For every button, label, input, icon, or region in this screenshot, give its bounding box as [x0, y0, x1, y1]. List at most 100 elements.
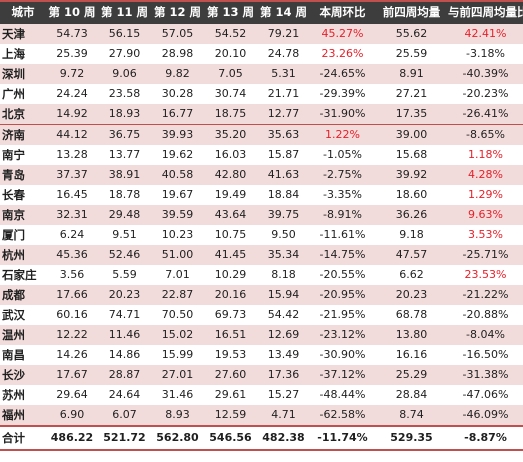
- column-header: 第 14 周: [257, 0, 310, 24]
- value-cell: 39.00: [375, 124, 448, 145]
- value-cell: 6.90: [46, 405, 98, 426]
- value-cell: 15.68: [375, 145, 448, 165]
- value-cell: 35.34: [257, 245, 310, 265]
- value-cell: 29.48: [98, 205, 151, 225]
- value-cell: 10.23: [151, 225, 204, 245]
- total-row: 合计 486.22 521.72 562.80 546.56 482.38 -11.74% 5…: [0, 425, 523, 451]
- value-cell: 37.37: [46, 165, 98, 185]
- city-cell: 苏州: [0, 385, 46, 405]
- table-row: 天津 54.73 56.15 57.05 54.52 79.21 45.27% 55.62 42…: [0, 24, 523, 44]
- value-cell: 24.78: [257, 44, 310, 64]
- value-cell: 56.15: [98, 24, 151, 44]
- value-cell: -8.65%: [448, 124, 523, 145]
- value-cell: 14.92: [46, 104, 98, 125]
- table-row: 杭州 45.36 52.46 51.00 41.45 35.34 -14.75% 47.57-…: [0, 245, 523, 265]
- city-cell: 南宁: [0, 145, 46, 165]
- value-cell: -8.91%: [310, 205, 375, 225]
- value-cell: 22.87: [151, 285, 204, 305]
- city-cell: 石家庄: [0, 265, 46, 285]
- value-cell: 16.16: [375, 345, 448, 365]
- value-cell: 21.71: [257, 84, 310, 104]
- city-cell: 温州: [0, 325, 46, 345]
- value-cell: -30.90%: [310, 345, 375, 365]
- value-cell: 47.57: [375, 245, 448, 265]
- value-cell: 17.35: [375, 104, 448, 125]
- value-cell: 7.01: [151, 265, 204, 285]
- value-cell: 79.21: [257, 24, 310, 44]
- table-row: 济南 44.12 36.75 39.93 35.20 35.63 1.22% 39.00 -8.…: [0, 124, 523, 145]
- value-cell: 8.91: [375, 64, 448, 84]
- city-cell: 天津: [0, 24, 46, 44]
- column-header: 第 12 周: [151, 0, 204, 24]
- value-cell: 13.49: [257, 345, 310, 365]
- value-cell: 12.69: [257, 325, 310, 345]
- value-cell: 28.98: [151, 44, 204, 64]
- table-row: 苏州 29.64 24.64 31.46 29.61 15.27 -48.44% 28.84-…: [0, 385, 523, 405]
- total-value: 546.56: [204, 425, 257, 451]
- total-value: 482.38: [257, 425, 310, 451]
- value-cell: 8.93: [151, 405, 204, 426]
- value-cell: -1.05%: [310, 145, 375, 165]
- value-cell: 6.07: [98, 405, 151, 426]
- value-cell: 13.80: [375, 325, 448, 345]
- value-cell: 18.93: [98, 104, 151, 125]
- city-cell: 广州: [0, 84, 46, 104]
- value-cell: 20.23: [98, 285, 151, 305]
- column-header: 本周环比: [310, 0, 375, 24]
- city-cell: 北京: [0, 104, 46, 125]
- value-cell: 41.45: [204, 245, 257, 265]
- value-cell: 54.52: [204, 24, 257, 44]
- value-cell: 28.87: [98, 365, 151, 385]
- value-cell: 39.92: [375, 165, 448, 185]
- table-row: 福州 6.90 6.07 8.93 12.59 4.71 -62.58% 8.74 -46.09…: [0, 405, 523, 426]
- city-cell: 成都: [0, 285, 46, 305]
- value-cell: 42.80: [204, 165, 257, 185]
- value-cell: 7.05: [204, 64, 257, 84]
- value-cell: 29.61: [204, 385, 257, 405]
- value-cell: 39.75: [257, 205, 310, 225]
- table-row: 成都 17.66 20.23 22.87 20.16 15.94 -20.95% 20.23-…: [0, 285, 523, 305]
- value-cell: 54.73: [46, 24, 98, 44]
- table-row: 广州 24.24 23.58 30.28 30.74 21.71 -29.39% 27.21-…: [0, 84, 523, 104]
- table-row: 温州 12.22 11.46 15.02 16.51 12.69 -23.12% 13.80-…: [0, 325, 523, 345]
- value-cell: 4.71: [257, 405, 310, 426]
- value-cell: 13.28: [46, 145, 98, 165]
- value-cell: -24.65%: [310, 64, 375, 84]
- value-cell: 12.77: [257, 104, 310, 125]
- total-value: -8.87%: [448, 425, 523, 451]
- table-row: 石家庄 3.56 5.59 7.01 10.29 8.18 -20.55% 6.62 23.53…: [0, 265, 523, 285]
- value-cell: 13.77: [98, 145, 151, 165]
- table-body: 天津 54.73 56.15 57.05 54.52 79.21 45.27% 55.62 42…: [0, 24, 523, 451]
- value-cell: 1.29%: [448, 185, 523, 205]
- value-cell: -46.09%: [448, 405, 523, 426]
- value-cell: 15.27: [257, 385, 310, 405]
- table-row: 厦门 6.24 9.51 10.23 10.75 9.50 -11.61% 9.18 3.53%: [0, 225, 523, 245]
- city-cell: 长春: [0, 185, 46, 205]
- value-cell: 17.67: [46, 365, 98, 385]
- header-row: 城市第 10 周第 11 周第 12 周第 13 周第 14 周本周环比 前四周均…: [0, 0, 523, 24]
- value-cell: 12.59: [204, 405, 257, 426]
- value-cell: 43.64: [204, 205, 257, 225]
- value-cell: 45.36: [46, 245, 98, 265]
- value-cell: 38.91: [98, 165, 151, 185]
- value-cell: -31.90%: [310, 104, 375, 125]
- value-cell: 70.50: [151, 305, 204, 325]
- total-value: 486.22: [46, 425, 98, 451]
- total-value: 562.80: [151, 425, 204, 451]
- value-cell: 18.78: [98, 185, 151, 205]
- value-cell: 27.90: [98, 44, 151, 64]
- value-cell: 24.64: [98, 385, 151, 405]
- value-cell: 40.58: [151, 165, 204, 185]
- value-cell: 16.45: [46, 185, 98, 205]
- value-cell: 57.05: [151, 24, 204, 44]
- total-label: 合计: [0, 425, 46, 451]
- city-cell: 济南: [0, 124, 46, 145]
- value-cell: 39.93: [151, 124, 204, 145]
- city-cell: 南昌: [0, 345, 46, 365]
- value-cell: 32.31: [46, 205, 98, 225]
- value-cell: -26.41%: [448, 104, 523, 125]
- value-cell: 54.42: [257, 305, 310, 325]
- value-cell: -14.75%: [310, 245, 375, 265]
- value-cell: 6.24: [46, 225, 98, 245]
- value-cell: 24.24: [46, 84, 98, 104]
